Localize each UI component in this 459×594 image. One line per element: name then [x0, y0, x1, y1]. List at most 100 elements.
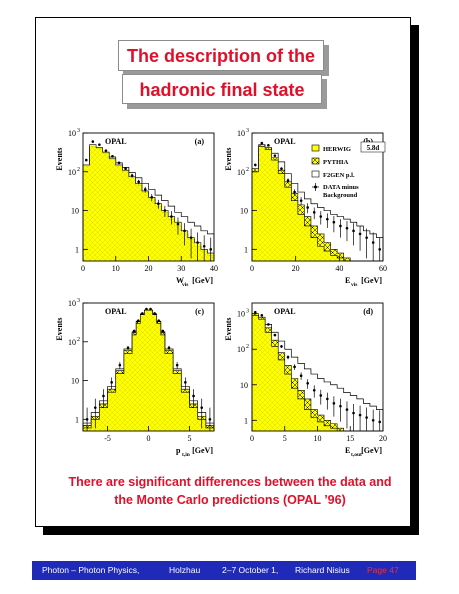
panel-a-data-point	[143, 188, 147, 191]
panel-c-y-tick-exponent: 2	[77, 337, 80, 343]
panel-d-x-tick-label: 0	[250, 434, 254, 443]
panel-d-x-axis-label: E	[345, 446, 350, 455]
panel-c-data-point	[157, 319, 161, 322]
panel-c-data-point	[145, 307, 148, 311]
legend-herwig-version: 5.8d	[367, 144, 380, 152]
conclusion-text: There are significant differences betwee…	[40, 473, 420, 509]
panel-c-x-axis-unit: [GeV]	[192, 446, 213, 455]
panel-a-y-tick-label: 10	[71, 207, 79, 216]
panel-c-data-point	[126, 346, 130, 350]
footer-page: Page 47	[367, 565, 399, 575]
panel-d-data-point	[365, 416, 368, 419]
panel-a-data-point	[150, 195, 154, 199]
panel-c-data-point	[141, 312, 144, 315]
panel-c-data-point	[200, 406, 204, 409]
panel-a-data-point	[117, 161, 121, 165]
panel-c-data-point	[161, 329, 165, 333]
footer-author: Richard Nisius	[295, 565, 350, 575]
panel-a-herwig-histogram	[82, 144, 215, 261]
legend-pythia-label: PYTHIA	[323, 159, 349, 166]
panel-d-data-point	[378, 420, 382, 424]
legend-herwig-label: HERWIG	[323, 146, 351, 153]
panel-c-data-point	[208, 418, 212, 421]
panel-b-panel-label: (b)	[363, 137, 373, 146]
panel-c-data-point	[136, 319, 140, 322]
panel-a-y-tick-label: 10	[68, 129, 76, 138]
panel-a-x-axis-unit: [GeV]	[192, 276, 213, 285]
panel-a-x-tick-label: 20	[145, 264, 153, 273]
panel-a-data-point	[98, 143, 101, 146]
panel-a-data-point	[176, 222, 180, 226]
panel-b-y-tick-label: 10	[237, 168, 245, 177]
panel-a-data-point	[163, 209, 167, 212]
panel-d-y-tick-label: 10	[240, 381, 248, 390]
panel-a-data-point	[196, 241, 199, 244]
panel-b-x-tick-label: 0	[250, 264, 254, 273]
panel-b-data-point	[253, 163, 257, 167]
panel-b-y-tick-label: 10	[240, 207, 248, 216]
conclusion-line-2: the Monte Carlo predictions (OPAL ’96)	[114, 493, 346, 507]
panel-d-y-tick-exponent: 3	[246, 309, 249, 315]
panel-a-data-point	[124, 167, 127, 171]
legend-data-label-2: Background	[323, 192, 358, 199]
panel-d-x-tick-label: 5	[283, 434, 287, 443]
panel-d-data-point	[260, 314, 264, 317]
panel-b-x-tick-label: 60	[379, 264, 387, 273]
panel-b-data-point	[267, 144, 270, 147]
legend-pythia-swatch	[311, 157, 320, 165]
panel-d-data-point	[273, 333, 277, 337]
panel-c-y-tick-label: 10	[68, 299, 76, 308]
panel-d-x-tick-label: 15	[346, 434, 354, 443]
footer-bar: Photon – Photon Physics, Holzhau 2–7 Oct…	[32, 561, 416, 580]
footer-place: Holzhau	[169, 565, 201, 575]
panel-b-data-point	[358, 232, 362, 236]
panel-a-y-tick-exponent: 3	[77, 128, 80, 134]
panel-b-frame	[251, 132, 384, 262]
panel-a-data-point	[111, 155, 114, 158]
panel-b-data-point	[345, 226, 349, 230]
panel-a-data-point	[202, 244, 206, 248]
panel-b-data-point	[339, 224, 342, 228]
panel-c-data-point	[93, 406, 97, 409]
panel-d-data-point	[319, 394, 323, 397]
panel-b-data-point	[273, 154, 277, 157]
panel-b-data-point	[299, 199, 303, 202]
title-line-2: hadronic final state	[122, 74, 322, 104]
panel-b-data-point	[319, 215, 323, 218]
panel-b-data-point	[365, 236, 368, 239]
panel-b-x-axis-label: E	[345, 276, 350, 285]
panel-a-data-point	[91, 140, 95, 143]
panel-c-data-point	[102, 394, 105, 398]
panel-b-data-point	[332, 220, 336, 224]
panel-a-data-point	[130, 174, 134, 177]
panel-a-data-point	[170, 215, 173, 218]
legend-f2gen-label: F2GEN p.l.	[323, 172, 355, 179]
panel-d-data-point	[326, 397, 329, 401]
panel-c-data-point	[118, 363, 122, 367]
panel-c-data-point	[110, 381, 113, 384]
panel-d-x-tick-label: 10	[314, 434, 322, 443]
panel-d-data-point	[358, 413, 362, 417]
panel-c-x-tick-label: 0	[147, 434, 151, 443]
panel-c-data-point	[149, 307, 152, 311]
legend-herwig-swatch	[311, 144, 320, 152]
panel-b-x-tick-label: 20	[292, 264, 300, 273]
panel-c-x-tick-label: 5	[187, 434, 191, 443]
panel-c-data-point	[132, 329, 136, 333]
panel-c-data-point	[175, 363, 179, 367]
conclusion-line-1: There are significant differences betwee…	[68, 475, 392, 489]
panel-c-y-tick-label: 10	[71, 377, 79, 386]
panel-a-x-axis-label: W	[176, 276, 184, 285]
panel-d-x-axis-unit: [GeV]	[361, 446, 382, 455]
panel-a-x-tick-label: 30	[177, 264, 185, 273]
panel-a-y-tick-exponent: 2	[77, 167, 80, 173]
panel-d-y-tick-label: 10	[237, 310, 245, 319]
panel-b-x-axis-subscript: vis	[351, 282, 357, 288]
panel-b-y-tick-label: 10	[237, 129, 245, 138]
panel-b-data-point	[280, 167, 283, 171]
panel-c-data-point	[167, 346, 171, 350]
panel-a-x-axis-subscript: vis	[182, 282, 188, 288]
panel-d-data-point	[312, 388, 316, 392]
panel-b-data-point	[378, 248, 382, 251]
panel-c-x-tick-label: -5	[104, 434, 111, 443]
